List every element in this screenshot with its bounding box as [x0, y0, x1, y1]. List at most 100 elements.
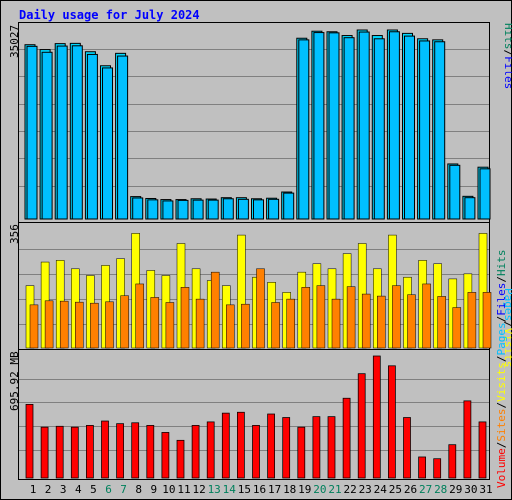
sites-bar — [437, 296, 446, 349]
files-bar — [253, 199, 264, 220]
x-axis-labels: 1 2 3 4 5 6 7 8 9 10 11 12 13 14 15 16 17 18 19 20 21 22 23 24 2… — [30, 483, 493, 496]
legend-item: Hits — [502, 23, 512, 50]
legend-item: / — [495, 442, 508, 449]
sites-bar — [286, 298, 295, 349]
volume-bar — [70, 426, 79, 479]
volume-bar — [327, 416, 336, 479]
sites-bar — [180, 287, 190, 349]
sites-bar — [346, 286, 356, 349]
x-tick-label: 14 — [223, 483, 237, 496]
sites-bar — [452, 307, 462, 349]
x-tick-label: 26 — [404, 483, 417, 496]
sites-bar — [377, 295, 386, 349]
files-bar — [41, 51, 53, 220]
volume-bar — [116, 423, 124, 479]
files-bar — [26, 45, 38, 220]
volume-bar — [418, 456, 426, 479]
x-tick-label: 12 — [192, 483, 205, 496]
sites-bar — [271, 302, 280, 349]
sites-bar — [90, 302, 99, 349]
volume-bar — [191, 425, 200, 479]
bars-layer — [24, 29, 492, 479]
x-tick-label: 16 — [253, 483, 266, 496]
files-bar — [162, 200, 174, 220]
sites-bar — [392, 285, 401, 349]
sites-bar — [150, 297, 160, 349]
x-tick-label: 17 — [268, 483, 281, 496]
files-bar — [313, 32, 325, 220]
volume-bar — [357, 373, 366, 479]
x-tick-label: 9 — [150, 483, 157, 496]
files-bar — [237, 198, 249, 220]
volume-bar — [342, 397, 351, 479]
legend-item: Pages — [502, 288, 512, 321]
sites-bar — [361, 293, 371, 349]
sites-bar — [301, 287, 311, 349]
sites-bar — [482, 292, 492, 349]
volume-bar — [297, 426, 306, 479]
volume-bar — [252, 425, 260, 479]
x-tick-label: 27 — [419, 483, 432, 496]
sites-bar — [331, 298, 341, 349]
files-bar — [86, 53, 98, 220]
files-bar — [464, 197, 476, 220]
x-tick-label: 10 — [162, 483, 175, 496]
x-tick-label: 7 — [120, 483, 127, 496]
legend-item: Visits — [502, 328, 512, 368]
sites-bar — [59, 300, 69, 349]
x-tick-label: 5 — [90, 483, 97, 496]
sites-bar — [120, 295, 129, 349]
volume-bar — [388, 365, 396, 479]
x-tick-label: 20 — [313, 483, 326, 496]
x-tick-label: 4 — [75, 483, 82, 496]
sites-bar — [29, 304, 39, 349]
files-bar — [207, 199, 219, 220]
volume-bar — [221, 412, 230, 479]
volume-bar — [55, 425, 64, 479]
legend-item: Volume — [495, 448, 508, 488]
volume-bar — [131, 422, 140, 479]
volume-bar — [86, 425, 94, 479]
volume-bar — [312, 416, 321, 479]
sites-bar — [226, 304, 235, 349]
files-bar — [71, 45, 83, 220]
volume-bar — [403, 417, 411, 479]
x-tick-label: 13 — [208, 483, 221, 496]
volume-bar — [448, 444, 457, 479]
sites-bar — [44, 300, 54, 349]
files-bar — [102, 67, 113, 220]
legend-item: / — [502, 321, 512, 328]
volume-bar — [161, 432, 170, 479]
volume-bar — [372, 355, 381, 479]
files-bar — [373, 38, 385, 220]
x-tick-label: 28 — [434, 483, 447, 496]
x-tick-label: 30 — [464, 483, 477, 496]
chart-title: Daily usage for July 2024 — [19, 8, 200, 22]
volume-bar — [176, 439, 185, 479]
legend-item: Pages — [495, 322, 508, 355]
x-tick-label: 3 — [60, 483, 67, 496]
legend-item: Visits — [495, 362, 508, 402]
x-tick-label: 1 — [30, 483, 37, 496]
sites-bar — [165, 302, 175, 349]
files-bar — [268, 198, 280, 220]
volume-bar — [267, 413, 275, 479]
x-tick-label: 18 — [283, 483, 296, 496]
volume-bar — [25, 403, 34, 479]
files-bar — [298, 39, 310, 220]
sites-bar — [105, 301, 114, 349]
sites-bar — [210, 271, 220, 349]
legend-item: Files — [502, 56, 512, 89]
legend-item: / — [495, 316, 508, 323]
sites-bar — [241, 303, 250, 349]
legend-item: / — [495, 276, 508, 283]
sites-bar — [407, 294, 416, 349]
files-bar — [147, 199, 159, 220]
x-tick-label: 19 — [298, 483, 311, 496]
sites-bar — [316, 285, 326, 349]
legend-hits-files: Hits/Files — [502, 23, 512, 89]
legend-item: Hits — [495, 250, 508, 277]
files-bar — [434, 41, 446, 220]
files-bar — [388, 31, 400, 220]
files-bar — [222, 198, 234, 220]
